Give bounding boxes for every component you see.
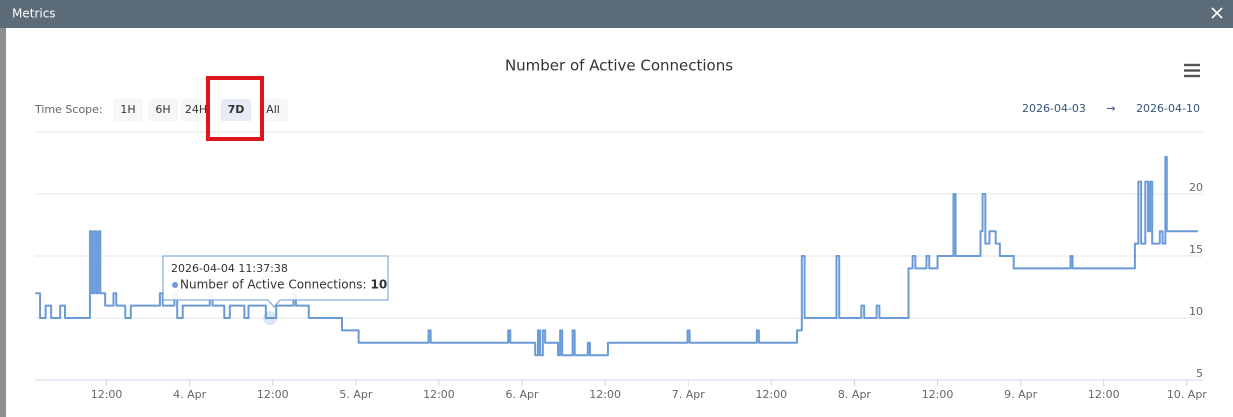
y-tick-label: 20 [1189, 181, 1203, 194]
time-scope-button[interactable] [181, 99, 211, 121]
time-scope-button-label[interactable]: 7D [228, 103, 245, 116]
y-tick-label: 10 [1189, 305, 1203, 318]
tooltip-value: 10 [371, 278, 388, 292]
close-button[interactable] [1211, 7, 1223, 19]
date-end: 2026-04-10 [1136, 102, 1200, 115]
tooltip-box [162, 255, 389, 308]
time-scope-button-label[interactable]: 6H [155, 103, 170, 116]
tooltip-marker [172, 282, 178, 288]
tooltip-label: Number of Active Connections: [180, 278, 367, 292]
highlight-box [206, 76, 264, 141]
time-scope-button[interactable] [113, 99, 143, 121]
y-tick-label: 15 [1189, 243, 1203, 256]
x-tick-label: 12:00 [423, 388, 455, 401]
time-scope-button-label[interactable]: 1H [120, 103, 135, 116]
chart-title: Number of Active Connections [505, 57, 733, 75]
date-separator: → [1106, 102, 1115, 115]
hover-halo [263, 311, 278, 325]
window-title: Metrics [12, 7, 56, 21]
y-tick-label: 5 [1196, 367, 1203, 380]
x-tick-label: 12:00 [755, 388, 787, 401]
x-tick-label: 8. Apr [838, 388, 871, 401]
date-start: 2026-04-03 [1022, 102, 1086, 115]
x-tick-label: 10. Apr [1167, 388, 1207, 401]
time-scope-button[interactable] [258, 99, 288, 121]
x-tick-label: 12:00 [589, 388, 621, 401]
time-scope-button[interactable] [148, 99, 178, 121]
tooltip-x: 2026-04-04 11:37:38 [171, 262, 288, 275]
time-scope-button-label[interactable]: 24H [185, 103, 207, 116]
x-tick-label: 5. Apr [339, 388, 372, 401]
x-tick-label: 7. Apr [672, 388, 705, 401]
series-line [35, 155, 1198, 357]
title-bar [0, 0, 1233, 28]
chart-menu[interactable] [1184, 63, 1200, 78]
x-tick-label: 6. Apr [506, 388, 539, 401]
time-scope-button-label[interactable]: All [266, 103, 280, 116]
x-tick-label: 12:00 [1088, 388, 1120, 401]
panel [6, 28, 1233, 417]
x-tick-label: 12:00 [91, 388, 123, 401]
x-tick-label: 12:00 [922, 388, 954, 401]
x-tick-label: 4. Apr [173, 388, 206, 401]
time-scope-button[interactable] [221, 99, 251, 121]
time-scope-label: Time Scope: [34, 103, 103, 116]
x-tick-label: 9. Apr [1004, 388, 1037, 401]
x-tick-label: 12:00 [257, 388, 289, 401]
